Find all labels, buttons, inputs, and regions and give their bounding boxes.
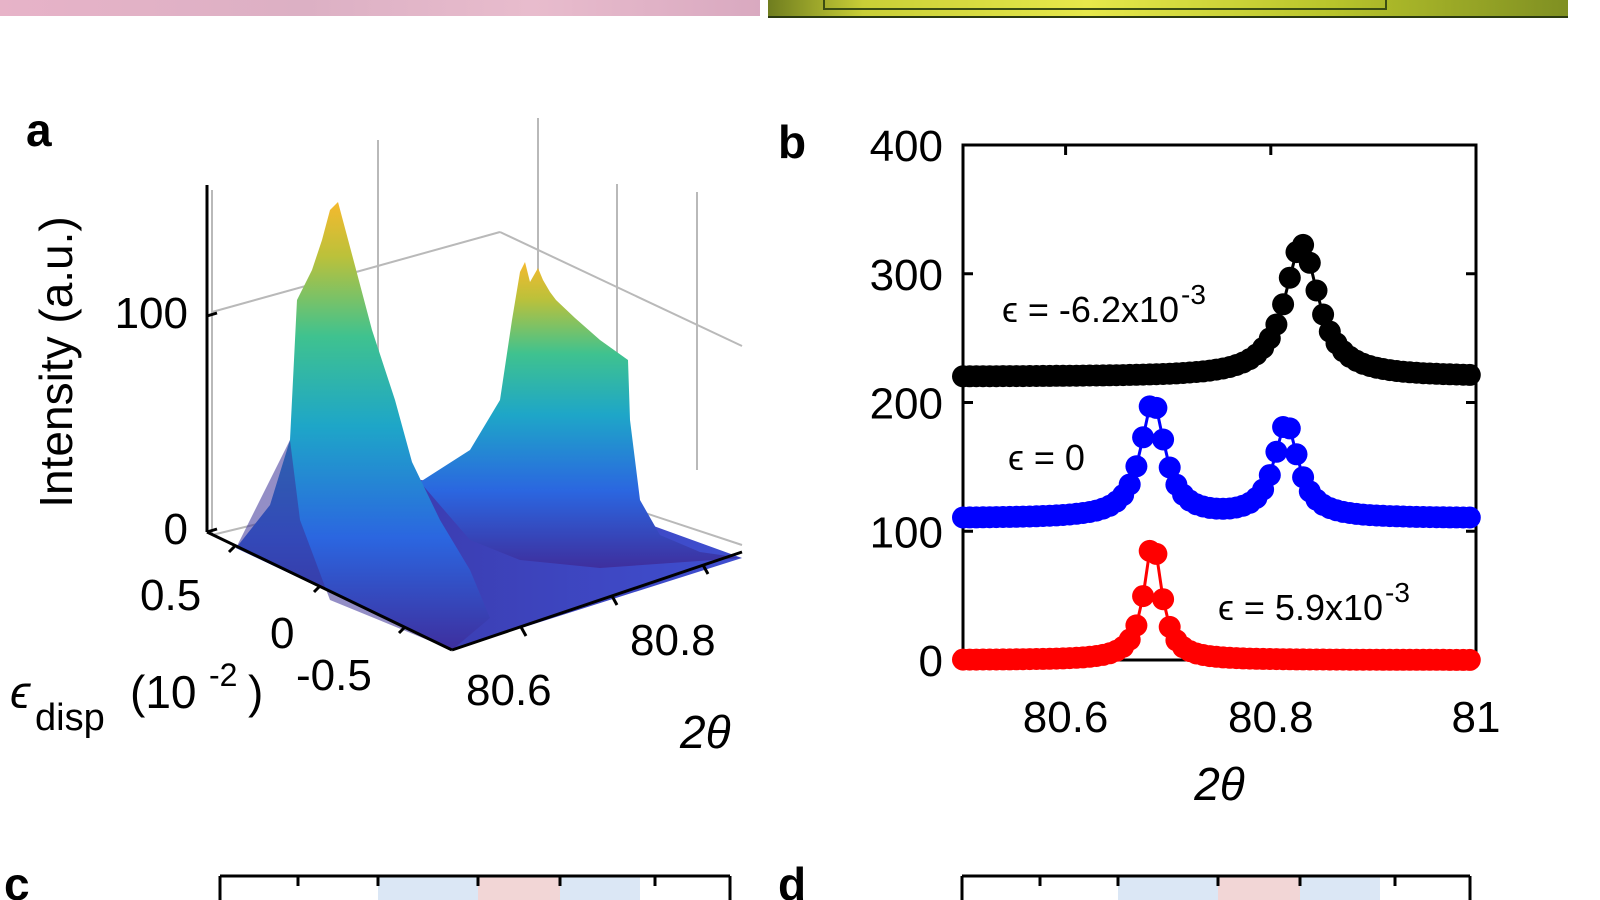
series-label: ϵ = 0 xyxy=(1008,437,1085,478)
panel-b-xlabel: 2θ xyxy=(1193,758,1245,810)
series-label-exp: -3 xyxy=(1181,279,1206,310)
data-point xyxy=(1145,542,1168,565)
top-image-strip-band xyxy=(823,0,1387,10)
data-point xyxy=(1125,614,1148,637)
panel-b-ytick-label: 300 xyxy=(870,251,943,300)
data-point xyxy=(1305,279,1328,302)
surface-ridge-back xyxy=(420,262,742,568)
data-point xyxy=(1272,293,1295,316)
panel-a-ticks xyxy=(206,311,710,637)
data-point xyxy=(1145,396,1168,419)
panel-a-ztick-100: 100 xyxy=(115,289,188,338)
panel-a-ytick-0: 0 xyxy=(270,609,294,658)
panel-a-xlabel: 2θ xyxy=(679,706,731,758)
data-point xyxy=(1278,417,1301,440)
panel-a-ylabel-close: ) xyxy=(248,666,263,718)
data-point xyxy=(1152,428,1175,451)
panel-a-zlabel: Intensity (a.u.) xyxy=(30,216,82,507)
panel-a-xtick-80.8: 80.8 xyxy=(630,616,716,665)
data-point xyxy=(1265,440,1288,463)
data-point xyxy=(1292,233,1315,256)
panel-a-ztick-0: 0 xyxy=(164,505,188,554)
series-label: ϵ = -6.2x10 xyxy=(1002,289,1179,330)
data-point xyxy=(1118,473,1141,496)
panel-b-ytick-label: 0 xyxy=(919,637,943,686)
panel-a-xtick-80.6: 80.6 xyxy=(466,666,552,715)
panel-b-xtick-label: 80.8 xyxy=(1228,693,1314,742)
data-point xyxy=(1312,303,1335,326)
panel-b-ytick-label: 400 xyxy=(870,122,943,171)
data-point xyxy=(1258,464,1281,487)
panel-a-ylabel: ϵ disp (10 -2 ) xyxy=(10,657,263,739)
panel-a-axes xyxy=(205,185,743,652)
data-point xyxy=(1125,455,1148,478)
data-point xyxy=(1152,588,1175,611)
series-label-exp: -3 xyxy=(1385,577,1410,608)
data-point xyxy=(1458,648,1481,671)
panel-a-ylabel-unit: (10 xyxy=(130,666,196,718)
panel-c-heatmap-top xyxy=(218,874,732,900)
data-point xyxy=(1298,251,1321,274)
panel-b-xtick-label: 80.6 xyxy=(1023,693,1109,742)
panel-b-xtick-label: 81 xyxy=(1452,693,1501,742)
panel-b-ytick-label: 200 xyxy=(870,380,943,429)
panel-a-ytick-0.5: 0.5 xyxy=(140,571,201,620)
top-image-strip-left xyxy=(0,0,760,16)
panel-label-c: c xyxy=(4,858,30,900)
surface-shade-left xyxy=(236,440,452,650)
data-point xyxy=(1458,363,1481,386)
data-point xyxy=(1132,426,1155,449)
series-label: ϵ = 5.9x10 xyxy=(1218,587,1383,628)
panel-a-ylabel-exp: -2 xyxy=(209,657,237,693)
panel-a-ylabel-symbol: ϵ xyxy=(10,666,31,718)
panel-label-b: b xyxy=(778,116,806,168)
data-point xyxy=(1285,443,1308,466)
panel-a-ylabel-sub: disp xyxy=(35,697,105,739)
panel-label-d: d xyxy=(778,858,806,900)
panel-label-a: a xyxy=(26,104,52,156)
panel-a-ytick--0.5: -0.5 xyxy=(296,651,372,700)
data-point xyxy=(1278,266,1301,289)
data-point xyxy=(1458,506,1481,529)
data-point xyxy=(1158,456,1181,479)
panel-b-ytick-label: 100 xyxy=(870,508,943,557)
panel-d-heatmap-top xyxy=(960,874,1472,900)
data-point xyxy=(1265,313,1288,336)
data-point xyxy=(1132,585,1155,608)
